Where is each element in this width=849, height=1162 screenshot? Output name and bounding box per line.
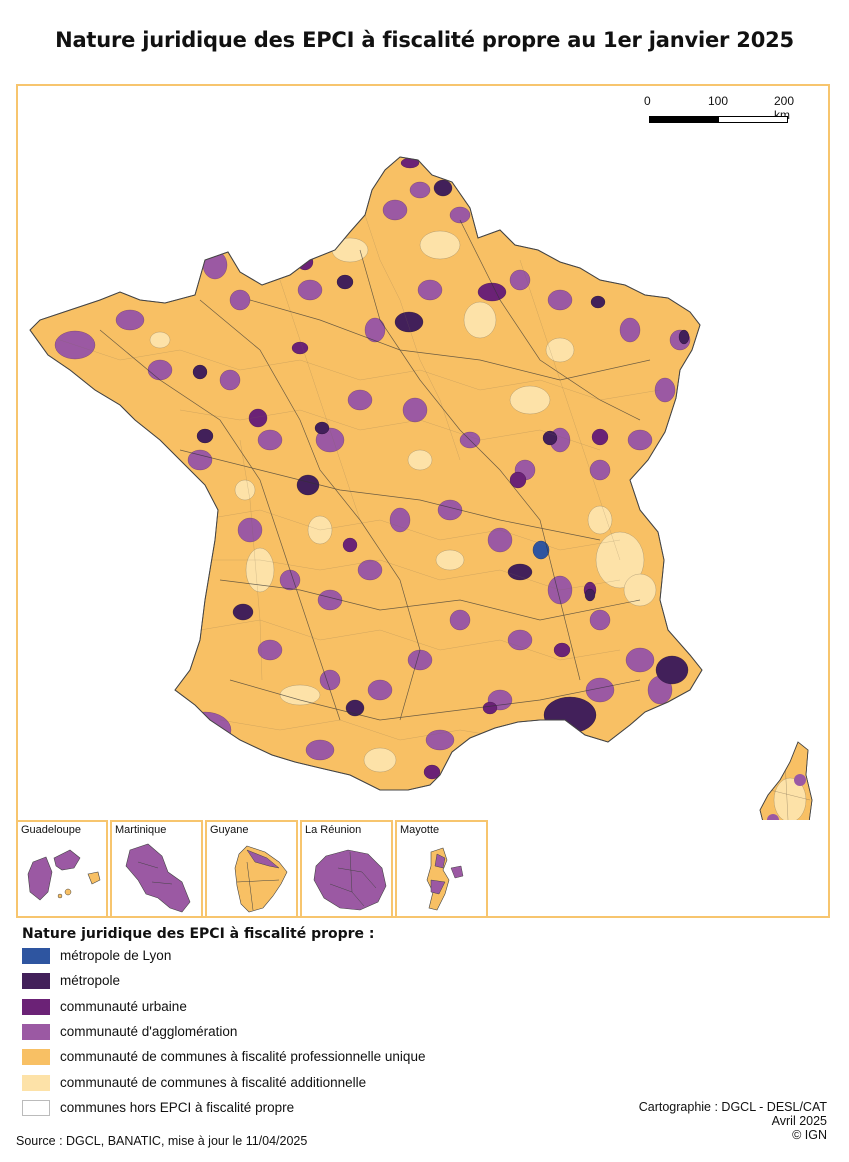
source-note: Source : DGCL, BANATIC, mise à jour le 1… (16, 1134, 308, 1148)
legend-swatch (22, 1024, 50, 1040)
map-title: Nature juridique des EPCI à fiscalité pr… (55, 28, 794, 52)
legend-label: communauté de communes à fiscalité profe… (60, 1049, 426, 1064)
reunion-shape (313, 849, 387, 911)
inset-label: Mayotte (400, 824, 440, 836)
legend-label: communauté d'agglomération (60, 1024, 238, 1039)
scale-label-0: 0 (644, 94, 651, 108)
inset-mayotte: Mayotte (395, 820, 488, 918)
guyane-shape (234, 845, 288, 913)
legend-swatch (22, 1075, 50, 1091)
inset-guadeloupe: Guadeloupe (16, 820, 108, 918)
france-mainland-map (29, 156, 813, 820)
legend-title: Nature juridique des EPCI à fiscalité pr… (22, 926, 375, 942)
credits: Cartographie : DGCL - DESL/CAT Avril 202… (639, 1100, 827, 1142)
legend-label: communauté urbaine (60, 999, 187, 1014)
inset-label: Guadeloupe (21, 824, 81, 836)
inset-label: Guyane (210, 824, 249, 836)
legend-label: métropole (60, 973, 121, 988)
inset-label: La Réunion (305, 824, 362, 836)
scale-bar-white (718, 116, 788, 123)
legend-label: métropole de Lyon (60, 948, 172, 963)
legend-label: communauté de communes à fiscalité addit… (60, 1075, 367, 1090)
legend-swatch (22, 973, 50, 989)
inset-martinique: Martinique (110, 820, 203, 918)
credit-ign: © IGN (792, 1128, 827, 1142)
legend-swatch (22, 999, 50, 1015)
inset-guyane: Guyane (205, 820, 298, 918)
scale-bar: 0 100 200 km (630, 94, 810, 134)
inset-la-reunion: La Réunion (300, 820, 393, 918)
scale-bar-black (649, 116, 719, 123)
epci-patches (54, 157, 691, 780)
credit-date: Avril 2025 (771, 1114, 827, 1128)
guadeloupe-shape (27, 849, 101, 901)
martinique-shape (125, 843, 191, 913)
scale-label-100: 100 (708, 94, 729, 108)
mayotte-shape (426, 847, 464, 911)
inset-label: Martinique (115, 824, 167, 836)
credit-cartography: Cartographie : DGCL - DESL/CAT (638, 1100, 827, 1114)
legend-swatch (22, 948, 50, 964)
legend-swatch (22, 1049, 50, 1065)
legend-label: communes hors EPCI à fiscalité propre (60, 1100, 295, 1115)
legend-swatch (22, 1100, 50, 1116)
